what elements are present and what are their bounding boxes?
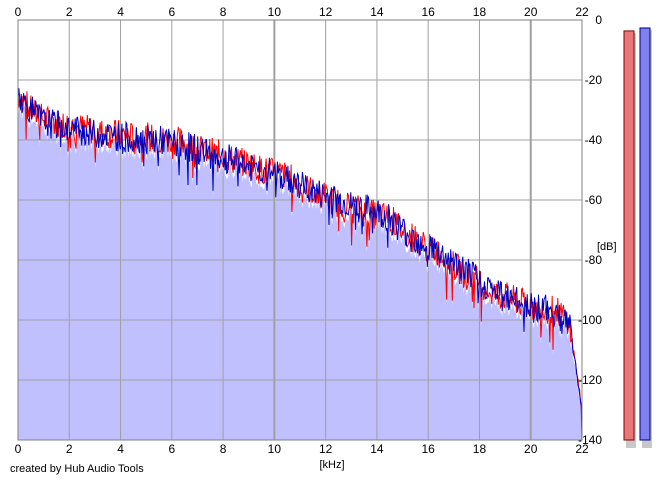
plot-frame xyxy=(17,19,583,441)
x-tick-label-top: 18 xyxy=(473,5,487,19)
x-tick-label-top: 6 xyxy=(168,5,175,19)
x-tick-label-top: 22 xyxy=(575,5,589,19)
x-tick-label-bottom: 18 xyxy=(473,442,487,456)
x-tick-label-bottom: 12 xyxy=(319,442,333,456)
level-meter-right xyxy=(639,27,651,441)
credit-text: created by Hub Audio Tools xyxy=(10,463,144,475)
level-meter-left xyxy=(623,30,635,441)
series-layer xyxy=(17,88,583,441)
y-tick-label: -40 xyxy=(585,133,603,147)
x-tick-label-bottom: 0 xyxy=(15,442,22,456)
x-tick-label-bottom: 8 xyxy=(220,442,227,456)
x-tick-label-top: 12 xyxy=(319,5,333,19)
x-tick-label-bottom: 10 xyxy=(268,442,282,456)
y-axis-unit-label: [dB] xyxy=(597,241,617,253)
y-tick-label: -60 xyxy=(585,193,603,207)
y-tick-label: -100 xyxy=(578,313,602,327)
x-tick-label-top: 4 xyxy=(117,5,124,19)
level-meters xyxy=(623,27,652,449)
x-tick-label-bottom: 22 xyxy=(575,442,589,456)
x-axis-unit-label: [kHz] xyxy=(319,459,344,471)
x-tick-label-top: 2 xyxy=(66,5,73,19)
x-tick-label-top: 8 xyxy=(220,5,227,19)
x-tick-label-top: 16 xyxy=(422,5,436,19)
series-line-red xyxy=(17,91,583,415)
x-tick-label-top: 0 xyxy=(15,5,22,19)
x-tick-label-bottom: 4 xyxy=(117,442,124,456)
series-line-blue xyxy=(17,88,583,441)
y-tick-label: 0 xyxy=(595,13,602,27)
spectrum-fill-layer xyxy=(18,102,582,440)
x-tick-label-bottom: 20 xyxy=(524,442,538,456)
y-tick-label: -80 xyxy=(585,253,603,267)
y-tick-label: -140 xyxy=(578,433,602,447)
y-tick-label: -20 xyxy=(585,73,603,87)
x-axis-top-labels: 0 2 4 6 8 10 12 14 16 18 20 22 xyxy=(15,5,589,19)
x-tick-label-top: 10 xyxy=(268,5,282,19)
x-tick-label-top: 14 xyxy=(370,5,384,19)
spectrum-fill-area xyxy=(18,102,582,440)
x-axis-bottom-labels: 0 2 4 6 8 10 12 14 16 18 20 22 xyxy=(15,442,589,456)
x-tick-label-top: 20 xyxy=(524,5,538,19)
x-tick-label-bottom: 14 xyxy=(370,442,384,456)
y-tick-label: -120 xyxy=(578,373,602,387)
y-axis-labels: 0 -20 -40 -60 -80 -100 -120 -140 xyxy=(578,13,602,447)
x-tick-label-bottom: 2 xyxy=(66,442,73,456)
x-tick-label-bottom: 6 xyxy=(168,442,175,456)
x-tick-label-bottom: 16 xyxy=(422,442,436,456)
